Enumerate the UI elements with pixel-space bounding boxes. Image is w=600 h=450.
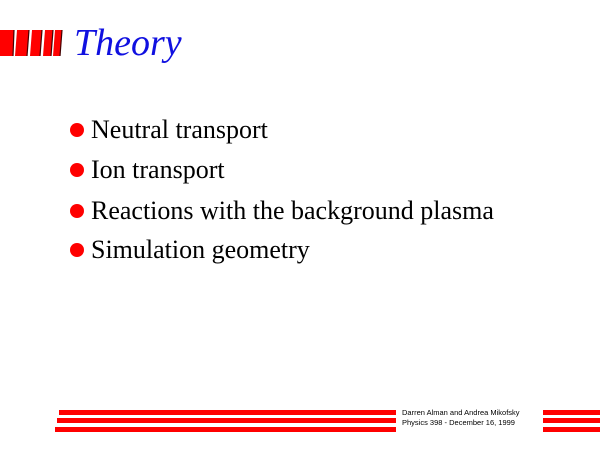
slide-title: Theory xyxy=(74,22,182,64)
bullet-dot-icon xyxy=(70,123,84,137)
bullet-text: Reactions with the background plasma xyxy=(91,196,494,225)
footer-stripe xyxy=(57,418,396,423)
bullet-text: Neutral transport xyxy=(91,115,268,144)
footer-authors: Darren Alman and Andrea Mikofsky xyxy=(402,408,520,417)
footer-stripe xyxy=(543,410,600,415)
bullet-item: Neutral transport xyxy=(70,113,268,147)
striped-logo-icon xyxy=(0,29,63,57)
bullet-item: Reactions with the background plasma xyxy=(70,194,494,228)
bullet-text: Ion transport xyxy=(91,155,225,184)
footer-stripe xyxy=(55,427,396,432)
footer-stripe xyxy=(59,410,396,415)
bullet-dot-icon xyxy=(70,243,84,257)
footer-stripe xyxy=(543,418,600,423)
bullet-item: Ion transport xyxy=(70,153,225,187)
footer-course-date: Physics 398 - December 16, 1999 xyxy=(402,418,515,427)
bullet-dot-icon xyxy=(70,204,84,218)
footer-stripe xyxy=(543,427,600,432)
bullet-item: Simulation geometry xyxy=(70,233,310,267)
bullet-dot-icon xyxy=(70,163,84,177)
bullet-text: Simulation geometry xyxy=(91,235,310,264)
footer: Darren Alman and Andrea Mikofsky Physics… xyxy=(402,408,520,428)
